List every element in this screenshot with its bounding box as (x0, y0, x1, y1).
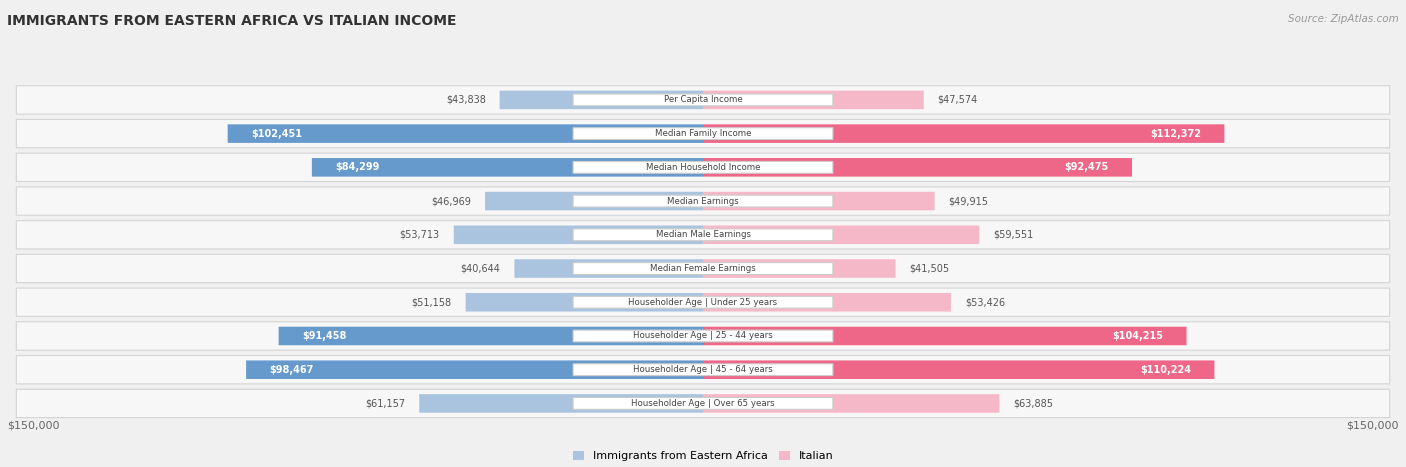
Text: $40,644: $40,644 (461, 263, 501, 274)
FancyBboxPatch shape (485, 192, 703, 210)
Text: Householder Age | Under 25 years: Householder Age | Under 25 years (628, 298, 778, 307)
Text: Median Female Earnings: Median Female Earnings (650, 264, 756, 273)
FancyBboxPatch shape (574, 330, 832, 342)
Text: $43,838: $43,838 (446, 95, 485, 105)
FancyBboxPatch shape (17, 86, 1389, 114)
Text: $84,299: $84,299 (335, 163, 380, 172)
FancyBboxPatch shape (17, 355, 1389, 384)
Text: $104,215: $104,215 (1112, 331, 1163, 341)
FancyBboxPatch shape (246, 361, 703, 379)
Text: $150,000: $150,000 (7, 421, 59, 431)
FancyBboxPatch shape (703, 259, 896, 278)
FancyBboxPatch shape (703, 361, 1215, 379)
Text: $110,224: $110,224 (1140, 365, 1191, 375)
Legend: Immigrants from Eastern Africa, Italian: Immigrants from Eastern Africa, Italian (568, 446, 838, 466)
FancyBboxPatch shape (574, 127, 832, 140)
Text: $53,713: $53,713 (399, 230, 440, 240)
FancyBboxPatch shape (465, 293, 703, 311)
FancyBboxPatch shape (703, 124, 1225, 143)
Text: $46,969: $46,969 (432, 196, 471, 206)
FancyBboxPatch shape (17, 322, 1389, 350)
Text: $150,000: $150,000 (1347, 421, 1399, 431)
Text: $102,451: $102,451 (250, 128, 302, 139)
Text: $92,475: $92,475 (1064, 163, 1109, 172)
FancyBboxPatch shape (574, 297, 832, 308)
FancyBboxPatch shape (17, 288, 1389, 317)
FancyBboxPatch shape (228, 124, 703, 143)
FancyBboxPatch shape (574, 94, 832, 106)
FancyBboxPatch shape (703, 91, 924, 109)
Text: Householder Age | 25 - 44 years: Householder Age | 25 - 44 years (633, 332, 773, 340)
FancyBboxPatch shape (312, 158, 703, 177)
Text: $61,157: $61,157 (366, 398, 405, 409)
Text: Per Capita Income: Per Capita Income (664, 95, 742, 105)
Text: $63,885: $63,885 (1014, 398, 1053, 409)
Text: $47,574: $47,574 (938, 95, 979, 105)
FancyBboxPatch shape (278, 327, 703, 345)
Text: $49,915: $49,915 (949, 196, 988, 206)
Text: $41,505: $41,505 (910, 263, 949, 274)
FancyBboxPatch shape (574, 229, 832, 241)
Text: Householder Age | 45 - 64 years: Householder Age | 45 - 64 years (633, 365, 773, 374)
Text: $112,372: $112,372 (1150, 128, 1201, 139)
FancyBboxPatch shape (574, 262, 832, 275)
FancyBboxPatch shape (703, 293, 950, 311)
FancyBboxPatch shape (574, 397, 832, 410)
Text: Median Household Income: Median Household Income (645, 163, 761, 172)
Text: Householder Age | Over 65 years: Householder Age | Over 65 years (631, 399, 775, 408)
FancyBboxPatch shape (703, 394, 1000, 413)
Text: $98,467: $98,467 (270, 365, 314, 375)
FancyBboxPatch shape (17, 120, 1389, 148)
FancyBboxPatch shape (17, 389, 1389, 417)
FancyBboxPatch shape (574, 162, 832, 173)
FancyBboxPatch shape (419, 394, 703, 413)
Text: $91,458: $91,458 (302, 331, 346, 341)
FancyBboxPatch shape (703, 226, 980, 244)
FancyBboxPatch shape (17, 255, 1389, 283)
FancyBboxPatch shape (703, 192, 935, 210)
Text: Median Family Income: Median Family Income (655, 129, 751, 138)
FancyBboxPatch shape (703, 327, 1187, 345)
Text: Source: ZipAtlas.com: Source: ZipAtlas.com (1288, 14, 1399, 24)
Text: $53,426: $53,426 (965, 297, 1005, 307)
Text: Median Earnings: Median Earnings (666, 197, 740, 205)
FancyBboxPatch shape (574, 364, 832, 375)
Text: $59,551: $59,551 (993, 230, 1033, 240)
Text: IMMIGRANTS FROM EASTERN AFRICA VS ITALIAN INCOME: IMMIGRANTS FROM EASTERN AFRICA VS ITALIA… (7, 14, 457, 28)
Text: $51,158: $51,158 (412, 297, 451, 307)
FancyBboxPatch shape (17, 187, 1389, 215)
FancyBboxPatch shape (703, 158, 1132, 177)
FancyBboxPatch shape (515, 259, 703, 278)
FancyBboxPatch shape (17, 220, 1389, 249)
Text: Median Male Earnings: Median Male Earnings (655, 230, 751, 239)
FancyBboxPatch shape (17, 153, 1389, 182)
FancyBboxPatch shape (499, 91, 703, 109)
FancyBboxPatch shape (454, 226, 703, 244)
FancyBboxPatch shape (574, 195, 832, 207)
